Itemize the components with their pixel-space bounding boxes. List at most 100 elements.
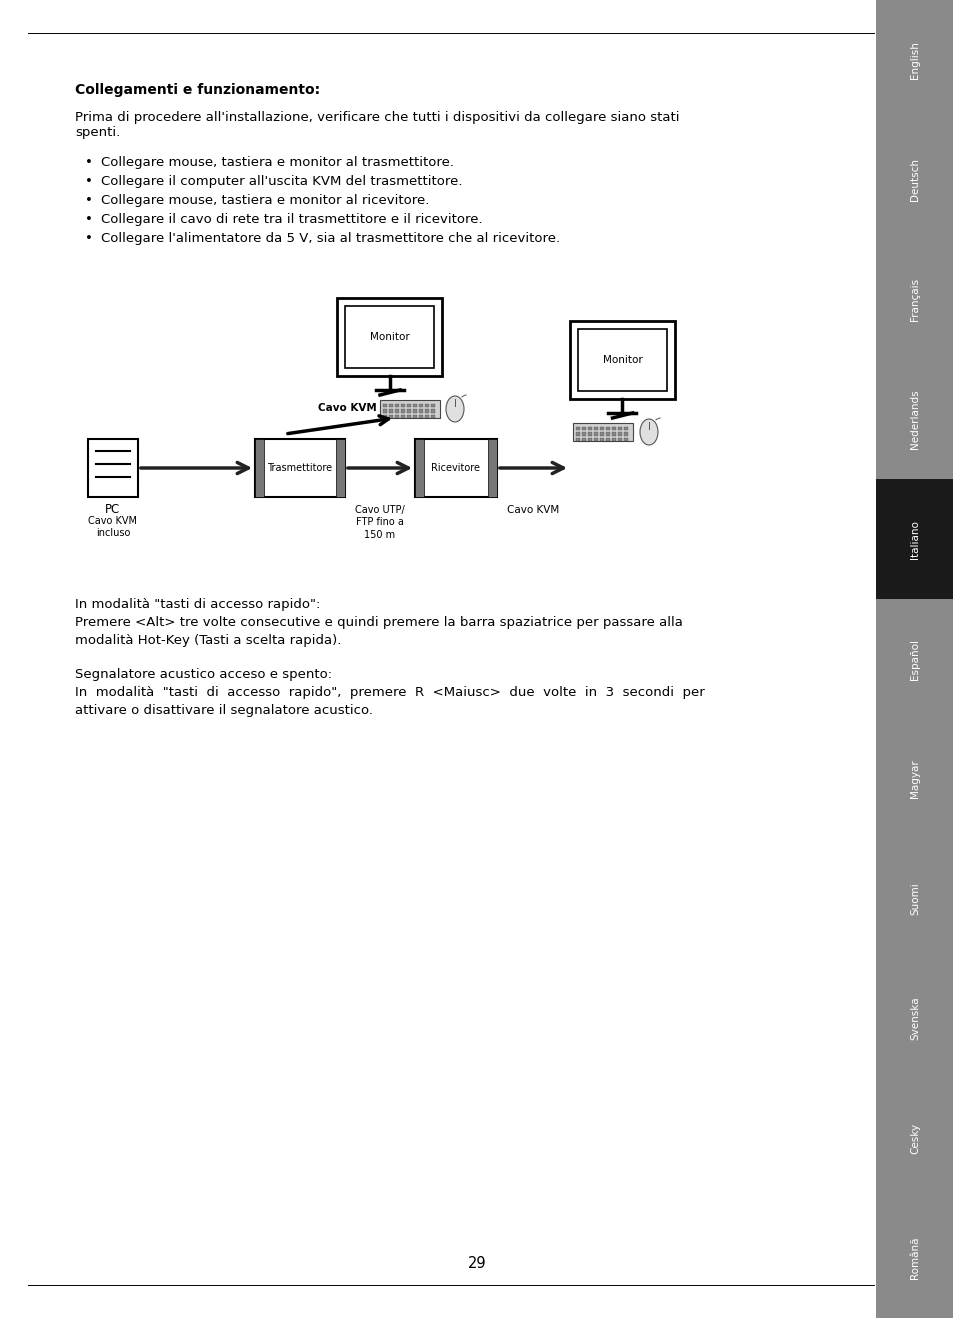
Bar (415, 439, 423, 497)
Text: 29: 29 (467, 1256, 486, 1271)
Bar (400, 403, 405, 407)
Text: PC: PC (105, 503, 120, 517)
Text: Français: Français (909, 278, 919, 322)
Bar (612, 432, 616, 435)
Bar (407, 409, 411, 413)
Bar (578, 330, 666, 391)
Bar (573, 423, 633, 442)
Text: Segnalatore acustico acceso e spento:: Segnalatore acustico acceso e spento: (75, 668, 332, 681)
Text: •: • (85, 194, 92, 207)
Bar (379, 399, 439, 418)
Bar (605, 432, 610, 435)
Bar (618, 438, 622, 442)
Text: Collegare mouse, tastiera e monitor al ricevitore.: Collegare mouse, tastiera e monitor al r… (101, 194, 429, 207)
Text: Collegare il computer all'uscita KVM del trasmettitore.: Collegare il computer all'uscita KVM del… (101, 175, 462, 188)
Text: Español: Español (909, 638, 919, 680)
Bar (254, 439, 264, 497)
Bar (395, 403, 399, 407)
Text: Română: Română (909, 1236, 919, 1280)
Text: English: English (909, 41, 919, 79)
Bar (382, 403, 387, 407)
Bar (335, 439, 345, 497)
Text: Svenska: Svenska (909, 996, 919, 1040)
Bar (605, 427, 610, 430)
Text: •: • (85, 175, 92, 188)
Bar (431, 414, 435, 418)
Bar (612, 427, 616, 430)
Bar (576, 438, 579, 442)
Bar (599, 438, 604, 442)
Bar (424, 403, 429, 407)
Text: Deutsch: Deutsch (909, 158, 919, 202)
Bar (418, 409, 423, 413)
Ellipse shape (446, 395, 463, 422)
Bar (395, 409, 399, 413)
Bar (418, 414, 423, 418)
Bar (337, 298, 442, 376)
Bar (594, 438, 598, 442)
Text: Cesky: Cesky (909, 1123, 919, 1153)
Text: In  modalità  "tasti  di  accesso  rapido",  premere  R  <Maiusc>  due  volte  i: In modalità "tasti di accesso rapido", p… (75, 685, 704, 699)
Text: Premere <Alt> tre volte consecutive e quindi premere la barra spaziatrice per pa: Premere <Alt> tre volte consecutive e qu… (75, 616, 682, 629)
Bar (576, 427, 579, 430)
Bar (389, 414, 393, 418)
Bar (413, 403, 417, 407)
Text: Trasmettitore: Trasmettitore (267, 463, 333, 473)
Text: attivare o disattivare il segnalatore acustico.: attivare o disattivare il segnalatore ac… (75, 704, 373, 717)
Bar (623, 427, 628, 430)
Bar (382, 409, 387, 413)
Bar (612, 438, 616, 442)
Bar (875, 0, 953, 1318)
Text: modalità Hot-Key (Tasti a scelta rapida).: modalità Hot-Key (Tasti a scelta rapida)… (75, 634, 341, 647)
Bar (594, 432, 598, 435)
Bar (413, 414, 417, 418)
Text: Cavo KVM: Cavo KVM (317, 403, 376, 413)
Bar (400, 409, 405, 413)
Bar (395, 414, 399, 418)
Bar (581, 427, 586, 430)
Text: Prima di procedere all'installazione, verificare che tutti i dispositivi da coll: Prima di procedere all'installazione, ve… (75, 111, 679, 124)
Bar (488, 439, 497, 497)
Bar (389, 403, 393, 407)
Bar (431, 403, 435, 407)
Bar (576, 432, 579, 435)
Text: Suomi: Suomi (909, 882, 919, 915)
Bar (569, 322, 675, 399)
Bar (88, 439, 138, 497)
Bar (389, 409, 393, 413)
Bar (605, 438, 610, 442)
Bar (418, 403, 423, 407)
Text: In modalità "tasti di accesso rapido":: In modalità "tasti di accesso rapido": (75, 598, 320, 612)
Text: •: • (85, 214, 92, 225)
Bar (587, 438, 592, 442)
Bar (581, 438, 586, 442)
Bar (431, 409, 435, 413)
Bar (594, 427, 598, 430)
Text: Cavo KVM: Cavo KVM (507, 505, 559, 515)
Bar (345, 306, 434, 368)
Text: Cavo KVM
incluso: Cavo KVM incluso (89, 517, 137, 538)
Bar (254, 439, 345, 497)
Text: Monitor: Monitor (370, 332, 410, 341)
Text: Monitor: Monitor (602, 355, 641, 365)
Bar (875, 480, 953, 600)
Text: Ricevitore: Ricevitore (431, 463, 480, 473)
Ellipse shape (639, 419, 658, 445)
Bar (400, 414, 405, 418)
Bar (581, 432, 586, 435)
Text: •: • (85, 156, 92, 169)
Bar (587, 432, 592, 435)
Text: Collegamenti e funzionamento:: Collegamenti e funzionamento: (75, 83, 320, 98)
Bar (424, 414, 429, 418)
Text: Cavo UTP/
FTP fino a
150 m: Cavo UTP/ FTP fino a 150 m (355, 505, 404, 540)
Text: Magyar: Magyar (909, 759, 919, 799)
Bar (618, 432, 622, 435)
Bar (382, 414, 387, 418)
Bar (618, 427, 622, 430)
Text: Nederlands: Nederlands (909, 390, 919, 449)
Text: Collegare l'alimentatore da 5 V, sia al trasmettitore che al ricevitore.: Collegare l'alimentatore da 5 V, sia al … (101, 232, 559, 245)
Bar (413, 409, 417, 413)
Text: Collegare mouse, tastiera e monitor al trasmettitore.: Collegare mouse, tastiera e monitor al t… (101, 156, 454, 169)
Text: spenti.: spenti. (75, 127, 120, 138)
Bar (415, 439, 497, 497)
